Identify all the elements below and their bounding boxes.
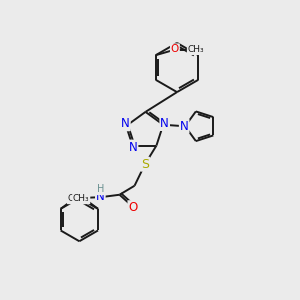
Text: CH₃: CH₃ [73,194,90,203]
Text: O: O [128,201,138,214]
Text: N: N [129,140,137,154]
Text: S: S [141,158,149,171]
Text: O: O [171,44,179,54]
Text: N: N [180,120,189,133]
Text: CH₃: CH₃ [68,194,84,203]
Text: N: N [160,117,169,130]
Text: N: N [121,117,130,130]
Text: H: H [97,184,104,194]
Text: N: N [96,190,105,203]
Text: CH₃: CH₃ [188,45,204,54]
